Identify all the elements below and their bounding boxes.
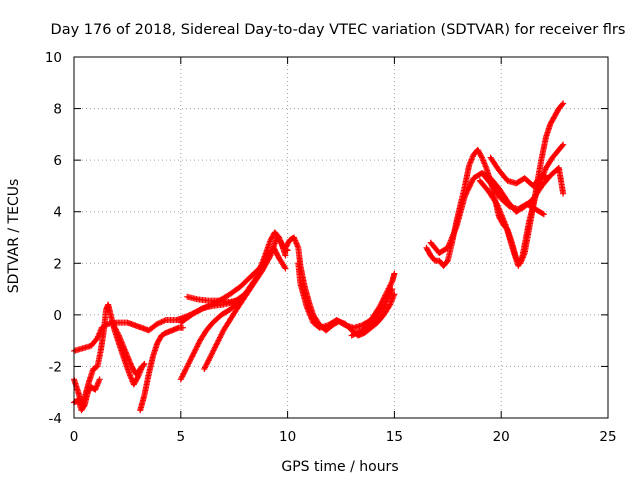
y-tick-label: 2: [53, 256, 62, 272]
series-sat-b: [71, 301, 146, 411]
y-tick-label: 6: [53, 153, 62, 169]
plot-frame: [73, 56, 609, 419]
x-tick-label: 25: [599, 429, 616, 445]
chart-title: Day 176 of 2018, Sidereal Day-to-day VTE…: [51, 22, 626, 38]
series-sat-f: [177, 296, 244, 383]
x-tick-label: 0: [70, 429, 79, 445]
y-tick-label: -2: [49, 359, 62, 375]
y-tick-label: 8: [53, 102, 62, 118]
x-tick-label: 10: [279, 429, 296, 445]
y-tick-label: 10: [45, 50, 62, 66]
x-tick-label: 5: [177, 429, 186, 445]
series-sat-l: [348, 286, 396, 339]
y-tick-label: 4: [53, 205, 62, 221]
series-sat-q: [481, 172, 547, 218]
series-sat-d: [109, 319, 148, 378]
axis-ticks: 0 5 10 15 20 25 -4 -2 0 2 4 6 8 10: [45, 50, 617, 445]
y-tick-label: -4: [49, 411, 62, 427]
y-tick-label: 0: [53, 308, 62, 324]
series-sat-k: [295, 260, 398, 331]
series-sat-e: [137, 324, 186, 414]
x-tick-label: 15: [386, 429, 403, 445]
series-sat-p: [487, 154, 552, 189]
x-axis-label: GPS time / hours: [281, 459, 398, 475]
y-axis-label: SDTVAR / TECUs: [6, 179, 22, 294]
series-sat-i: [184, 293, 244, 305]
x-tick-label: 20: [493, 429, 510, 445]
